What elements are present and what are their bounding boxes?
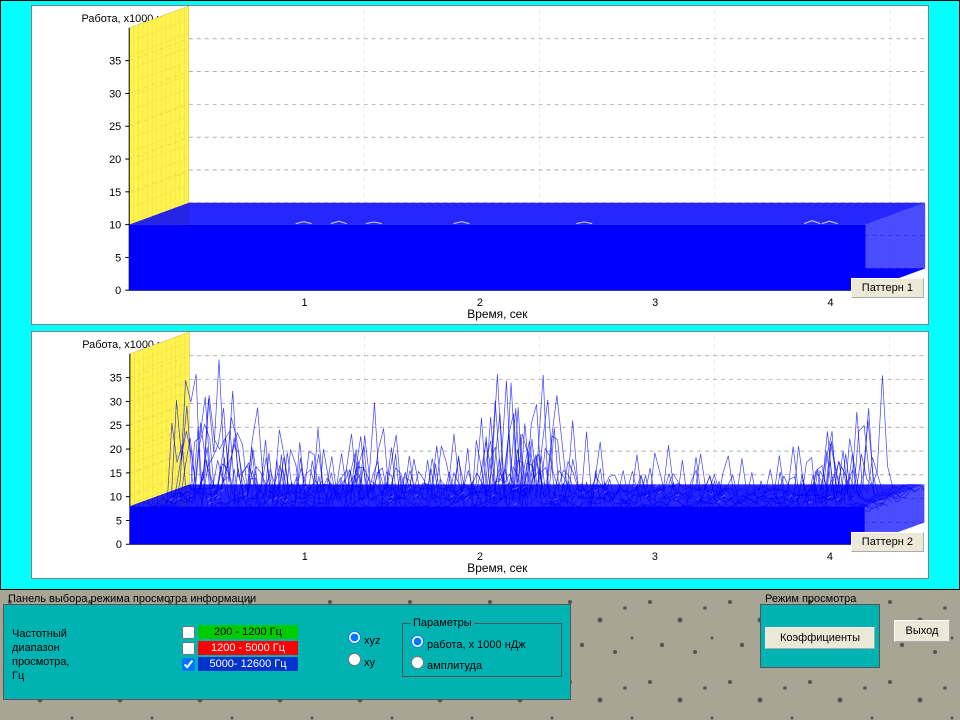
svg-text:1: 1 [301, 297, 307, 309]
svg-text:20: 20 [109, 154, 121, 166]
freq-range-row-1: 1200 - 5000 Гц [182, 641, 298, 655]
parameters-legend: Параметры [411, 617, 474, 629]
param-radio-0[interactable] [411, 635, 424, 648]
param-option-0[interactable]: работа, х 1000 нДж [411, 635, 553, 651]
main-panel-title: Панель выбора режима просмотра информаци… [8, 593, 256, 605]
svg-text:10: 10 [110, 492, 122, 504]
svg-text:5: 5 [116, 515, 122, 527]
freq-range-label-1: 1200 - 5000 Гц [198, 641, 298, 655]
svg-text:3: 3 [652, 297, 658, 309]
svg-text:25: 25 [110, 420, 122, 432]
freq-range-label-2: 5000- 12600 Гц [198, 657, 298, 671]
svg-text:15: 15 [110, 468, 122, 480]
freq-range-label-0: 200 - 1200 Гц [198, 625, 298, 639]
axis-mode-block: xyz xy [348, 631, 381, 675]
freq-checkbox-0[interactable] [182, 626, 195, 639]
param-radio-1[interactable] [411, 656, 424, 669]
controls-area: Панель выбора режима просмотра информаци… [0, 590, 960, 720]
main-control-panel: Панель выбора режима просмотра информаци… [3, 604, 571, 700]
svg-text:0: 0 [116, 539, 122, 551]
svg-text:30: 30 [110, 396, 122, 408]
svg-text:5: 5 [115, 252, 121, 264]
freq-checkbox-1[interactable] [182, 642, 195, 655]
param-option-1[interactable]: амплитуда [411, 656, 553, 672]
svg-text:0: 0 [115, 285, 121, 297]
svg-text:Время, сек: Время, сек [467, 307, 528, 321]
chart-panel-1: Работа, х1000 нДж051015202530351234Время… [31, 5, 929, 325]
axis-radio-xyz[interactable] [348, 631, 361, 644]
svg-text:35: 35 [110, 373, 122, 385]
svg-text:30: 30 [109, 88, 121, 100]
freq-range-row-0: 200 - 1200 Гц [182, 625, 298, 639]
view-mode-title: Режим просмотра [765, 593, 856, 605]
svg-text:4: 4 [827, 297, 833, 309]
exit-button[interactable]: Выход [894, 620, 950, 642]
frequency-range-block: 200 - 1200 Гц 1200 - 5000 Гц 5000- 12600 Г… [182, 625, 298, 673]
axis-radio-xy[interactable] [348, 653, 361, 666]
svg-text:Время, сек: Время, сек [467, 561, 528, 575]
svg-text:15: 15 [109, 187, 121, 199]
parameters-fieldset: Параметры работа, х 1000 нДж амплитуда [402, 617, 562, 677]
pattern-1-button[interactable]: Паттерн 1 [851, 278, 924, 298]
svg-text:4: 4 [827, 551, 833, 563]
freq-range-row-2: 5000- 12600 Гц [182, 657, 298, 671]
freq-checkbox-2[interactable] [182, 658, 195, 671]
chart-2-svg: Работа, х1000 нДж051015202530351234Время… [32, 332, 928, 578]
svg-text:3: 3 [652, 551, 658, 563]
coefficients-button[interactable]: Коэффициенты [765, 627, 875, 649]
pattern-2-button[interactable]: Паттерн 2 [851, 532, 924, 552]
axis-option-xyz[interactable]: xyz [348, 631, 381, 647]
freq-label-text: Частотныйдиапазонпросмотра,Гц [12, 627, 142, 683]
view-mode-panel: Режим просмотра Коэффициенты [760, 604, 880, 668]
svg-text:20: 20 [110, 444, 122, 456]
svg-text:25: 25 [109, 121, 121, 133]
svg-text:35: 35 [109, 56, 121, 68]
chart-panel-2: Работа, х1000 нДж051015202530351234Время… [31, 331, 929, 579]
charts-area: Работа, х1000 нДж051015202530351234Время… [0, 0, 960, 590]
svg-text:1: 1 [302, 551, 308, 563]
chart-1-svg: Работа, х1000 нДж051015202530351234Время… [32, 6, 928, 324]
axis-option-xy[interactable]: xy [348, 653, 381, 669]
svg-text:10: 10 [109, 220, 121, 232]
